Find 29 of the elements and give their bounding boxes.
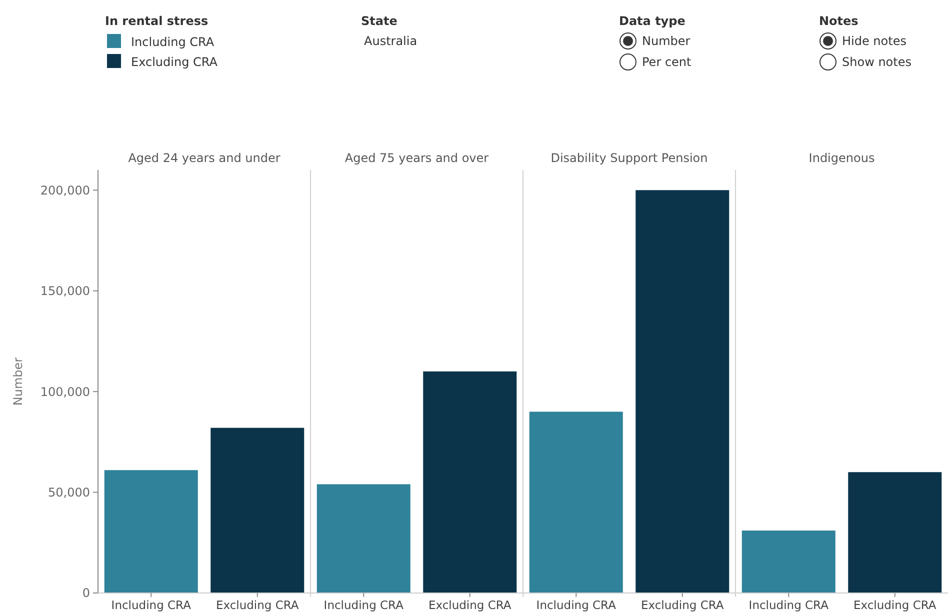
chart-title: Indigenous — [808, 151, 875, 165]
text: Show notes — [842, 55, 912, 69]
legend-title: In rental stress — [105, 14, 208, 28]
text: State — [361, 14, 398, 28]
legend-label: Including CRA — [131, 35, 215, 49]
x-tick-label: Including CRA — [111, 598, 192, 612]
y-tick-label: 150,000 — [40, 284, 90, 298]
text: Australia — [364, 34, 418, 48]
x-tick-label: Including CRA — [324, 598, 404, 612]
y-axis-title: Number — [11, 357, 25, 406]
text: Per cent — [642, 55, 692, 69]
legend-label: Excluding CRA — [131, 55, 218, 69]
text: Data type — [619, 14, 686, 28]
text: Hide notes — [842, 34, 906, 48]
x-tick-label: Excluding CRA — [640, 598, 724, 612]
text: Number — [642, 34, 690, 48]
chart-title: Aged 24 years and under — [128, 151, 280, 165]
y-tick-label: 100,000 — [40, 384, 90, 399]
x-tick-label: Excluding CRA — [428, 598, 512, 612]
x-tick-label: Including CRA — [748, 598, 829, 612]
x-tick-label: Excluding CRA — [216, 598, 299, 612]
x-tick-label: Including CRA — [536, 598, 616, 612]
y-tick-label: 0 — [82, 586, 90, 600]
y-tick-label: 50,000 — [48, 485, 90, 500]
text: Notes — [819, 14, 858, 28]
x-tick-label: Excluding CRA — [853, 598, 936, 612]
chart-title: Disability Support Pension — [550, 151, 708, 165]
y-tick-label: 200,000 — [40, 183, 90, 198]
chart-title: Aged 75 years and over — [344, 151, 489, 165]
